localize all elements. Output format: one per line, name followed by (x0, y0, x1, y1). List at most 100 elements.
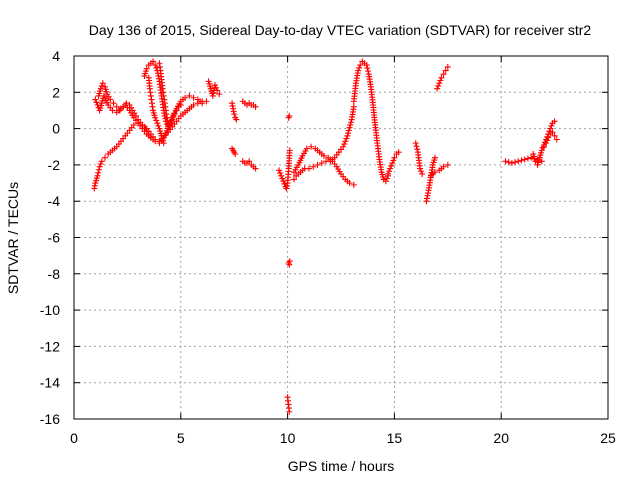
series-arc-t (412, 140, 426, 177)
series-arc-l (276, 147, 293, 192)
series-arc-k (239, 158, 259, 172)
data-point (98, 158, 105, 165)
data-point (97, 85, 104, 92)
data-point (147, 134, 154, 141)
data-point (190, 102, 197, 109)
data-point (437, 77, 444, 84)
series-arc-f (156, 60, 171, 128)
data-point (440, 71, 447, 78)
data-point (532, 158, 539, 165)
y-tick-label: -14 (40, 375, 60, 391)
data-point (395, 149, 402, 156)
data-point (286, 258, 293, 265)
data-point (518, 157, 525, 164)
data-point (508, 160, 515, 167)
y-tick-label: -10 (40, 302, 60, 318)
y-tick-label: 2 (52, 84, 60, 100)
series-arc-p (291, 103, 357, 183)
y-tick-label: 0 (52, 121, 60, 137)
data-point (347, 121, 354, 128)
data-point (277, 170, 284, 177)
data-point (154, 120, 161, 127)
data-point (343, 135, 350, 142)
data-point (350, 103, 357, 110)
data-point (164, 121, 171, 128)
data-point (94, 172, 101, 179)
data-point (101, 154, 108, 161)
data-point (278, 172, 285, 179)
data-point (173, 107, 180, 114)
data-point (546, 128, 553, 135)
data-point (390, 157, 397, 164)
series-arc-g (205, 78, 223, 99)
data-point (314, 161, 321, 168)
data-point (548, 122, 555, 129)
y-tick-label: -4 (48, 193, 61, 209)
data-point (434, 85, 441, 92)
data-point (171, 111, 178, 118)
series-arc-m (284, 394, 293, 415)
series-arc-r (350, 58, 391, 185)
data-point (539, 144, 546, 151)
data-point (515, 158, 522, 165)
series-arc-q (291, 143, 357, 188)
data-point (93, 99, 100, 106)
data-point (350, 181, 357, 188)
data-point (308, 143, 315, 150)
data-point (431, 154, 438, 161)
series-arc-h (229, 100, 240, 123)
data-point (540, 143, 547, 150)
data-point (502, 158, 509, 165)
data-point (169, 116, 176, 123)
data-point (391, 154, 398, 161)
data-point (252, 165, 259, 172)
data-point (252, 103, 259, 110)
data-point (120, 103, 127, 110)
data-point (143, 65, 150, 72)
series-arc-o (285, 112, 293, 121)
chart-title: Day 136 of 2015, Sidereal Day-to-day VTE… (89, 22, 592, 38)
data-point (528, 154, 535, 161)
data-point (524, 155, 531, 162)
data-point (505, 159, 512, 166)
data-point (340, 143, 347, 150)
data-point (94, 102, 101, 109)
series-arc-b (92, 92, 206, 147)
x-tick-label: 0 (70, 430, 78, 446)
data-point (383, 175, 390, 182)
data-point (346, 124, 353, 131)
data-point (442, 67, 449, 74)
data-point (279, 175, 286, 182)
series-arc-a (91, 98, 210, 192)
data-point (177, 102, 184, 109)
x-tick-label: 5 (177, 430, 185, 446)
data-point (551, 132, 558, 139)
data-point (355, 67, 362, 74)
grid-lines (74, 56, 608, 419)
data-point (116, 107, 123, 114)
y-tick-label: -2 (48, 157, 61, 173)
data-point (145, 131, 152, 138)
y-tick-label: -6 (48, 230, 61, 246)
data-point (419, 170, 426, 177)
data-point (211, 82, 218, 89)
data-point (213, 84, 220, 91)
data-point (382, 178, 389, 185)
data-point (182, 94, 189, 101)
data-point (95, 169, 102, 176)
data-point (436, 80, 443, 87)
data-point (389, 160, 396, 167)
y-tick-label: 4 (52, 48, 60, 64)
data-point (553, 136, 560, 143)
data-point (233, 116, 240, 123)
data-point (345, 127, 352, 134)
data-point (107, 96, 114, 103)
data-point (438, 74, 445, 81)
data-point (435, 82, 442, 89)
data-point (444, 63, 451, 70)
data-point (232, 151, 239, 158)
data-point (347, 119, 354, 126)
data-point (303, 145, 310, 152)
data-point (512, 159, 519, 166)
